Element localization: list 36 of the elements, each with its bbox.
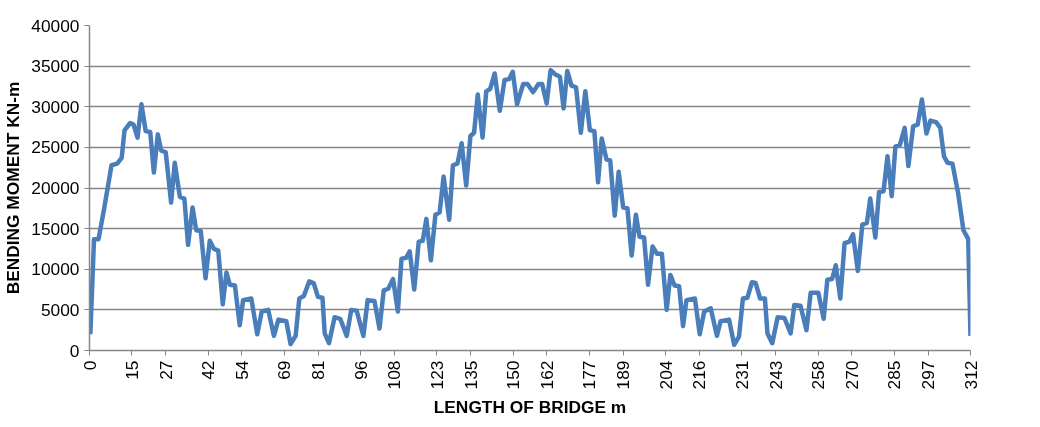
- x-tick-label: 15: [121, 360, 142, 380]
- y-tick-label: 20000: [31, 178, 80, 198]
- y-tick-label: 25000: [31, 137, 80, 158]
- x-tick-label: 69: [274, 360, 295, 380]
- x-tick-label: 162: [536, 360, 557, 390]
- x-tick-label: 189: [613, 360, 634, 390]
- y-tick-label: 5000: [40, 299, 80, 320]
- x-tick-label: 123: [426, 360, 447, 390]
- x-tick-label: 258: [808, 360, 829, 390]
- y-tick-label: 35000: [31, 56, 80, 77]
- x-tick-label: 216: [689, 360, 710, 390]
- y-tick-label: 40000: [31, 15, 80, 36]
- x-tick-label: 231: [731, 360, 752, 390]
- y-tick-label: 0: [69, 340, 80, 361]
- x-tick-label: 177: [579, 360, 600, 390]
- x-tick-label: 108: [384, 360, 405, 390]
- x-tick-label: 0: [79, 360, 100, 371]
- x-tick-label: 150: [503, 360, 524, 390]
- x-tick-label: 285: [884, 360, 905, 390]
- x-tick-label: 54: [231, 360, 252, 380]
- x-tick-label: 297: [918, 360, 939, 390]
- x-tick-label: 96: [350, 360, 371, 380]
- x-tick-label: 204: [655, 360, 676, 390]
- x-tick-label: 27: [155, 360, 176, 380]
- y-tick-label: 15000: [31, 218, 80, 239]
- x-axis-title: LENGTH OF BRIDGE m: [433, 397, 627, 418]
- x-tick-label: 312: [960, 360, 981, 390]
- line-series: [89, 67, 971, 348]
- x-tick-label: 270: [841, 360, 862, 390]
- x-tick-label: 135: [460, 360, 481, 390]
- x-tick-label: 243: [765, 360, 786, 390]
- y-axis-title: BENDING MOMENT KN-m: [3, 81, 24, 295]
- x-tick-label: 42: [198, 360, 219, 380]
- y-tick-label: 10000: [31, 259, 80, 280]
- y-tick-label: 30000: [31, 96, 80, 117]
- x-tick-label: 81: [308, 360, 329, 380]
